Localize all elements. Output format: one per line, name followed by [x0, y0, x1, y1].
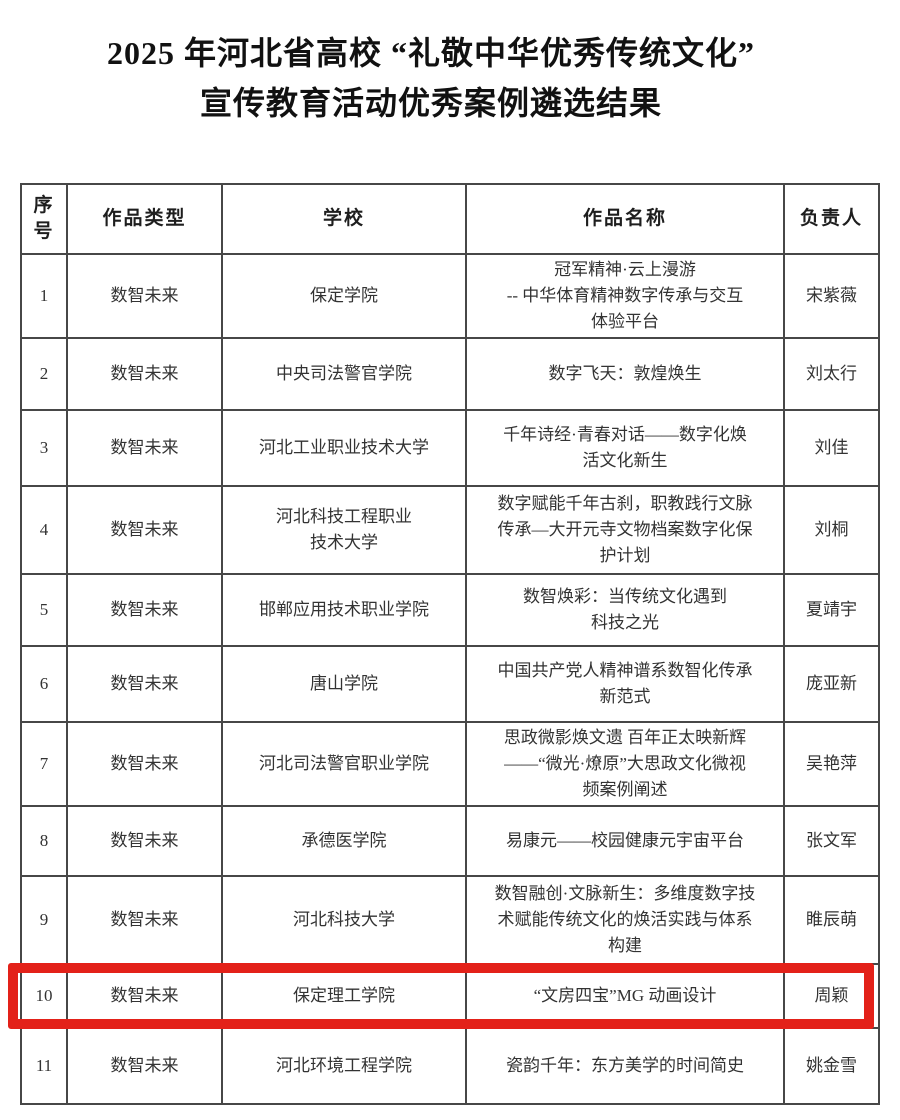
cell-school: 河北工业职业技术大学 [221, 409, 467, 487]
cell-school: 河北环境工程学院 [221, 1027, 467, 1105]
table-row: 3 数智未来 河北工业职业技术大学 千年诗经·青春对话——数字化焕 活文化新生 … [20, 409, 880, 487]
cell-person: 周颖 [783, 963, 880, 1029]
header-cell-no: 序 号 [20, 183, 68, 255]
cell-work: 数字飞天：敦煌焕生 [465, 337, 785, 411]
table-row: 1 数智未来 保定学院 冠军精神·云上漫游 -- 中华体育精神数字传承与交互 体… [20, 253, 880, 339]
cell-person: 宋紫薇 [783, 253, 880, 339]
table-row: 6 数智未来 唐山学院 中国共产党人精神谱系数智化传承 新范式 庞亚新 [20, 645, 880, 723]
table-row: 9 数智未来 河北科技大学 数智融创·文脉新生：多维度数字技 术赋能传统文化的焕… [20, 875, 880, 965]
cell-work: 中国共产党人精神谱系数智化传承 新范式 [465, 645, 785, 723]
table-row: 4 数智未来 河北科技工程职业 技术大学 数字赋能千年古刹，职教践行文脉 传承—… [20, 485, 880, 575]
cell-person: 刘佳 [783, 409, 880, 487]
table-row: 2 数智未来 中央司法警官学院 数字飞天：敦煌焕生 刘太行 [20, 337, 880, 411]
cell-work: 数字赋能千年古刹，职教践行文脉 传承—大开元寺文物档案数字化保 护计划 [465, 485, 785, 575]
cell-school: 承德医学院 [221, 805, 467, 877]
cell-no: 7 [20, 721, 68, 807]
cell-school: 保定学院 [221, 253, 467, 339]
header-cell-work: 作品名称 [465, 183, 785, 255]
cell-type: 数智未来 [66, 337, 223, 411]
cell-work: 千年诗经·青春对话——数字化焕 活文化新生 [465, 409, 785, 487]
header-cell-person: 负责人 [783, 183, 880, 255]
cell-school: 河北科技大学 [221, 875, 467, 965]
cell-work: 数智焕彩：当传统文化遇到 科技之光 [465, 573, 785, 647]
cell-school: 保定理工学院 [221, 963, 467, 1029]
cell-person: 刘太行 [783, 337, 880, 411]
table-row: 7 数智未来 河北司法警官职业学院 思政微影焕文遗 百年正太映新辉 ——“微光·… [20, 721, 880, 807]
cell-type: 数智未来 [66, 963, 223, 1029]
cell-work: 易康元——校园健康元宇宙平台 [465, 805, 785, 877]
results-table-body: 1 数智未来 保定学院 冠军精神·云上漫游 -- 中华体育精神数字传承与交互 体… [20, 253, 880, 1105]
cell-school: 唐山学院 [221, 645, 467, 723]
cell-no: 3 [20, 409, 68, 487]
table-row: 11 数智未来 河北环境工程学院 瓷韵千年：东方美学的时间简史 姚金雪 [20, 1027, 880, 1105]
page-title: 2025 年河北省高校 “礼敬中华优秀传统文化” 宣传教育活动优秀案例遴选结果 [0, 28, 862, 128]
cell-no: 10 [20, 963, 68, 1029]
table-row: 5 数智未来 邯郸应用技术职业学院 数智焕彩：当传统文化遇到 科技之光 夏靖宇 [20, 573, 880, 647]
cell-school: 河北科技工程职业 技术大学 [221, 485, 467, 575]
cell-no: 4 [20, 485, 68, 575]
cell-type: 数智未来 [66, 721, 223, 807]
table-row: 8 数智未来 承德医学院 易康元——校园健康元宇宙平台 张文军 [20, 805, 880, 877]
cell-work: 数智融创·文脉新生：多维度数字技 术赋能传统文化的焕活实践与体系 构建 [465, 875, 785, 965]
table-row: 10 数智未来 保定理工学院 “文房四宝”MG 动画设计 周颖 [20, 963, 880, 1029]
cell-type: 数智未来 [66, 573, 223, 647]
header-cell-type: 作品类型 [66, 183, 223, 255]
header-row: 序 号 作品类型 学校 作品名称 负责人 [20, 183, 880, 255]
cell-work: 瓷韵千年：东方美学的时间简史 [465, 1027, 785, 1105]
cell-no: 1 [20, 253, 68, 339]
cell-school: 河北司法警官职业学院 [221, 721, 467, 807]
cell-work: “文房四宝”MG 动画设计 [465, 963, 785, 1029]
cell-work: 冠军精神·云上漫游 -- 中华体育精神数字传承与交互 体验平台 [465, 253, 785, 339]
cell-type: 数智未来 [66, 1027, 223, 1105]
cell-person: 夏靖宇 [783, 573, 880, 647]
cell-person: 张文军 [783, 805, 880, 877]
page-title-line-2: 宣传教育活动优秀案例遴选结果 [199, 85, 662, 121]
cell-person: 吴艳萍 [783, 721, 880, 807]
cell-school: 中央司法警官学院 [221, 337, 467, 411]
cell-person: 睢辰萌 [783, 875, 880, 965]
cell-type: 数智未来 [66, 409, 223, 487]
cell-person: 庞亚新 [783, 645, 880, 723]
cell-no: 8 [20, 805, 68, 877]
cell-work: 思政微影焕文遗 百年正太映新辉 ——“微光·燎原”大思政文化微视 频案例阐述 [465, 721, 785, 807]
cell-no: 9 [20, 875, 68, 965]
cell-person: 姚金雪 [783, 1027, 880, 1105]
results-table-header: 序 号 作品类型 学校 作品名称 负责人 [20, 183, 880, 255]
cell-person: 刘桐 [783, 485, 880, 575]
cell-type: 数智未来 [66, 253, 223, 339]
cell-no: 11 [20, 1027, 68, 1105]
cell-type: 数智未来 [66, 805, 223, 877]
cell-type: 数智未来 [66, 485, 223, 575]
cell-type: 数智未来 [66, 645, 223, 723]
cell-school: 邯郸应用技术职业学院 [221, 573, 467, 647]
header-cell-school: 学校 [221, 183, 467, 255]
page-title-line-1: 2025 年河北省高校 “礼敬中华优秀传统文化” [106, 35, 755, 71]
cell-no: 5 [20, 573, 68, 647]
results-table: 序 号 作品类型 学校 作品名称 负责人 1 数智未来 保定学院 冠军精神·云上… [20, 183, 880, 1105]
cell-no: 2 [20, 337, 68, 411]
cell-type: 数智未来 [66, 875, 223, 965]
cell-no: 6 [20, 645, 68, 723]
